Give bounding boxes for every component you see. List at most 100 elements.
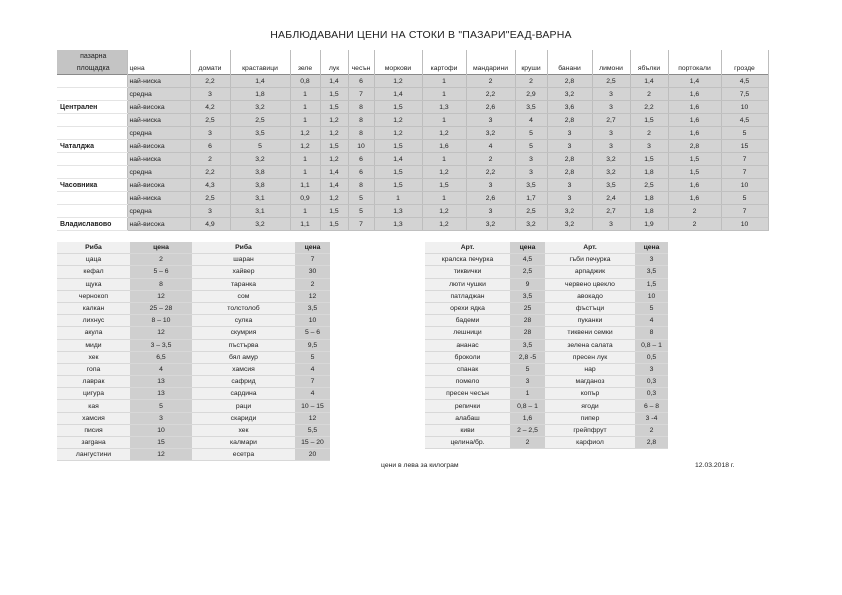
table-row: Чаталджа най-висока 6 5 1,2 1,5 10 1,5 1,6 4 5 3 3 3 2… xyxy=(57,139,769,153)
column-header: цена xyxy=(127,62,191,75)
price-cell: 1,5 xyxy=(422,178,467,192)
item-header: Риба xyxy=(192,242,295,255)
price-cell: 4 xyxy=(466,139,516,153)
item-name: репички xyxy=(425,399,510,413)
price-cell: 1,4 xyxy=(374,152,423,166)
table-row: Владиславово най-висока 4,9 3,2 1,1 1,5 7 1,3 1,… xyxy=(57,217,769,231)
item-name: скумрия xyxy=(192,326,295,340)
price-cell: 3 xyxy=(130,412,192,425)
price-cell: 13 xyxy=(130,387,192,401)
price-cell: 20 xyxy=(295,448,330,462)
table-row: киви 2 – 2,5 грейпфрут 2 xyxy=(425,424,668,438)
price-cell: 1,2 xyxy=(290,126,321,140)
price-cell: 1,9 xyxy=(630,217,669,231)
price-cell: 10 xyxy=(721,178,769,192)
price-cell: 1,5 xyxy=(374,178,423,192)
table-row: акула 12 скумрия 5 – 6 xyxy=(57,326,330,340)
header-blank xyxy=(127,50,191,62)
price-cell: 1,7 xyxy=(515,191,548,205)
price-cell: 3 xyxy=(547,126,593,140)
header-blank xyxy=(630,50,669,62)
price-cell: 2,5 xyxy=(630,178,669,192)
price-cell: 2,6 xyxy=(466,191,516,205)
price-cell: 3,2 xyxy=(547,217,593,231)
column-header: грозде xyxy=(721,62,769,75)
price-cell: 1,2 xyxy=(422,126,467,140)
header-blank xyxy=(466,50,516,62)
price-cell: 2,8 xyxy=(547,165,593,179)
column-header: краставици xyxy=(230,62,291,75)
price-cell: 1,6 xyxy=(668,191,722,205)
item-name: червено цвекло xyxy=(545,278,635,291)
item-name: пресен чесън xyxy=(425,387,510,401)
header-blank xyxy=(348,50,375,62)
price-cell: 2 xyxy=(466,74,516,88)
price-cell: 2,5 xyxy=(592,74,631,88)
price-cell: 6 xyxy=(348,74,375,88)
table-row: хек 6,5 бял амур 5 xyxy=(57,351,330,364)
column-header: зеле xyxy=(290,62,321,75)
price-cell: 1 xyxy=(422,87,467,101)
price-cell: 12 xyxy=(295,412,330,425)
table-row: Часовника най-висока 4,3 3,8 1,1 1,4 8 1,5 1,5 3 3… xyxy=(57,178,769,192)
item-name: есетра xyxy=(192,448,295,462)
price-cell: 3 xyxy=(635,253,668,267)
item-name: арпаджик xyxy=(545,265,635,279)
price-cell: 4 xyxy=(515,113,548,127)
price-cell: 3,6 xyxy=(547,100,593,114)
price-level: най-висока xyxy=(127,139,191,153)
price-cell: 3,5 xyxy=(515,100,548,114)
item-name: миди xyxy=(57,339,130,352)
price-cell: 7 xyxy=(295,375,330,389)
item-name: тиквички xyxy=(425,265,510,279)
table-row: цигура 13 сардина 4 xyxy=(57,387,330,401)
item-name: раци xyxy=(192,399,295,413)
price-cell: 3 xyxy=(547,191,593,205)
price-cell: 1,5 xyxy=(320,217,349,231)
price-level: средна xyxy=(127,126,191,140)
item-name: броколи xyxy=(425,351,510,364)
header-blank xyxy=(422,50,467,62)
table-row: средна 3 1,8 1 1,5 7 1,4 1 2,2 2,9 3,2 3 2 1,6 7,5 xyxy=(57,87,769,101)
price-cell: 8 xyxy=(635,326,668,340)
price-cell: 2 xyxy=(668,204,722,218)
header-row: Риба цена Риба цена xyxy=(57,242,330,255)
item-name: алабаш xyxy=(425,412,510,425)
item-name: кая xyxy=(57,399,130,413)
table-row: най-ниска 2,5 2,5 1 1,2 8 1,2 1 3 4 2,8 2,7 1,5 1,6 4,… xyxy=(57,113,769,127)
price-cell: 1,5 xyxy=(320,204,349,218)
price-cell: 10 – 15 xyxy=(295,399,330,413)
item-name: толстолоб xyxy=(192,302,295,316)
price-cell: 4 xyxy=(635,314,668,328)
price-cell: 2,6 xyxy=(466,100,516,114)
item-name: ягоди xyxy=(545,399,635,413)
price-cell: 0,5 xyxy=(635,351,668,364)
price-cell: 1,8 xyxy=(630,204,669,218)
price-cell: 9 xyxy=(510,278,545,291)
item-name: калмари xyxy=(192,436,295,450)
table-row: зargана 15 калмари 15 – 20 xyxy=(57,436,330,450)
table-row: чернокоп 12 сом 12 xyxy=(57,290,330,303)
price-cell: 1 xyxy=(290,113,321,127)
price-cell: 3,5 xyxy=(510,290,545,303)
item-name: кефал xyxy=(57,265,130,279)
price-cell: 8 xyxy=(348,113,375,127)
price-cell: 9,5 xyxy=(295,339,330,352)
item-name: зargана xyxy=(57,436,130,450)
price-cell: 4,5 xyxy=(721,113,769,127)
price-cell: 2 xyxy=(630,87,669,101)
price-cell: 2 xyxy=(510,436,545,450)
header-row: площадка цена домати краставици зеле лук чесън… xyxy=(57,62,769,75)
price-cell: 2 xyxy=(635,424,668,438)
price-cell: 15 xyxy=(130,436,192,450)
price-cell: 4 xyxy=(295,363,330,377)
price-cell: 1,5 xyxy=(320,100,349,114)
price-cell: 2 xyxy=(466,152,516,166)
item-name: бял амур xyxy=(192,351,295,364)
price-level: най-ниска xyxy=(127,74,191,88)
price-cell: 0,8 – 1 xyxy=(635,339,668,352)
price-cell: 1,3 xyxy=(374,217,423,231)
price-cell: 5 – 6 xyxy=(130,265,192,279)
price-cell: 6 xyxy=(190,139,231,153)
table-row: най-ниска 2 3,2 1 1,2 6 1,4 1 2 3 2,8 3,2 1,5 1,5 7 xyxy=(57,152,769,166)
